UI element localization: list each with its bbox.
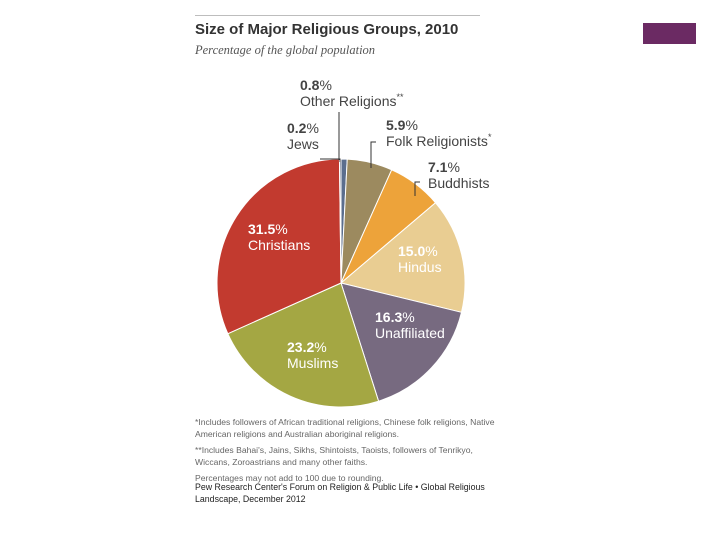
slice-label-muslims: Muslims: [287, 355, 338, 371]
leader-lines: [320, 112, 420, 196]
slice-value-unaffiliated: 16.3%: [375, 309, 415, 325]
slice-label-jews: Jews: [287, 136, 319, 152]
pie-slice-unaffiliated: [340, 282, 463, 402]
slice-value-muslims: 23.2%: [287, 339, 327, 355]
chart-title: Size of Major Religious Groups, 2010: [195, 21, 459, 38]
slice-value-christians: 31.5%: [248, 221, 288, 237]
source-credit: Pew Research Center's Forum on Religion …: [195, 482, 485, 504]
slice-value-buddhists: 7.1%: [428, 159, 460, 175]
slice-labels: 0.8%Other Religions** 5.9%Folk Religionis…: [248, 77, 492, 371]
leader-folk-religionists: [370, 141, 376, 168]
leader-jews: [320, 158, 341, 162]
slice-label-hindus: Hindus: [398, 259, 442, 275]
slice-label-unaffiliated: Unaffiliated: [375, 325, 445, 341]
slice-value-hindus: 15.0%: [398, 243, 438, 259]
slice-label-buddhists: Buddhists: [428, 175, 489, 191]
leader-buddhists: [414, 181, 420, 196]
slice-value-other-religions: 0.8%: [300, 77, 332, 93]
title-rule: [195, 15, 480, 16]
footnote-folk: *Includes followers of African tradition…: [195, 417, 495, 439]
pie-slice-christians: [216, 158, 342, 335]
footnote-other: **Includes Bahai's, Jains, Sikhs, Shinto…: [195, 445, 473, 467]
pie-slice-hindus: [339, 202, 466, 313]
pie-slices: [216, 158, 466, 408]
slide-corner-decoration: [643, 23, 696, 44]
slice-label-other-religions: Other Religions**: [300, 92, 404, 109]
pie-slice-muslims: [227, 282, 380, 408]
slice-value-jews: 0.2%: [287, 120, 319, 136]
footnotes: *Includes followers of African tradition…: [195, 417, 495, 490]
slice-value-folk-religionists: 5.9%: [386, 117, 418, 133]
chart-subtitle: Percentage of the global population: [195, 43, 376, 57]
slice-label-christians: Christians: [248, 237, 310, 253]
footnote-rounding: Percentages may not add to 100 due to ro…: [195, 473, 384, 483]
slice-label-folk-religionists: Folk Religionists*: [386, 132, 492, 149]
